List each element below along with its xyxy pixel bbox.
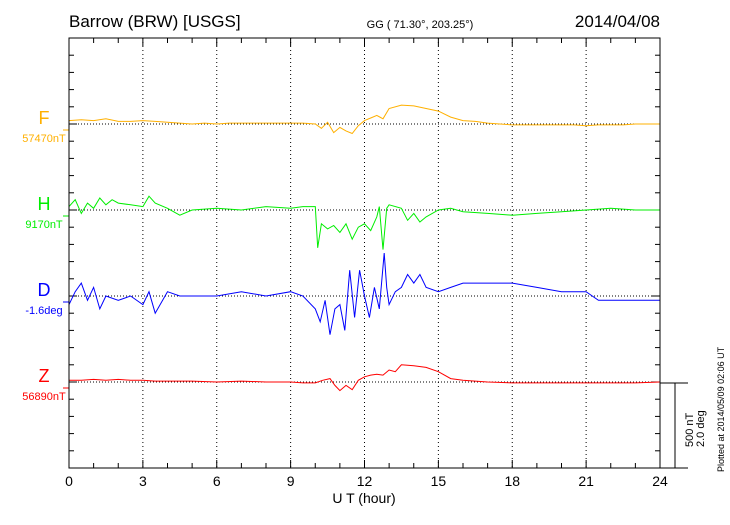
trace-labels: F 57470nT H 9170nT D -1.6deg Z 56890nT — [22, 108, 69, 403]
date-label: 2014/04/08 — [575, 12, 660, 31]
x-tick-label: 9 — [287, 473, 295, 489]
grid — [68, 38, 661, 468]
trace-z — [69, 364, 661, 392]
baseline-value-z: 56890nT — [22, 391, 66, 403]
trace-h — [68, 195, 660, 250]
component-label-z: Z — [39, 366, 50, 386]
traces — [68, 104, 661, 392]
x-tick-label: 15 — [431, 473, 447, 489]
x-tick-label: 3 — [139, 473, 147, 489]
x-tick-label: 12 — [357, 473, 373, 489]
coordinates-label: GG ( 71.30°, 203.25°) — [367, 19, 474, 31]
x-tick-labels: 0 3 6 9 12 15 18 21 24 — [65, 473, 668, 489]
x-tick-label: 6 — [213, 473, 221, 489]
x-tick-label: 18 — [504, 473, 520, 489]
component-label-f: F — [39, 108, 50, 128]
baseline-value-f: 57470nT — [22, 133, 66, 145]
component-label-h: H — [38, 194, 51, 214]
x-tick-label: 0 — [65, 473, 73, 489]
component-label-d: D — [38, 280, 51, 300]
plot-frame — [68, 37, 661, 469]
baseline-value-h: 9170nT — [25, 219, 63, 231]
baseline-value-d: -1.6deg — [25, 305, 62, 317]
x-axis-label: U T (hour) — [332, 490, 395, 506]
x-tick-label: 24 — [652, 473, 668, 489]
scale-deg-label: 2.0 deg — [695, 410, 707, 447]
scale-nt-label: 500 nT — [684, 412, 696, 447]
trace-d — [68, 252, 660, 335]
station-title: Barrow (BRW) [USGS] — [69, 12, 241, 31]
trace-f — [68, 104, 660, 135]
x-tick-label: 21 — [578, 473, 594, 489]
plotted-timestamp: Plotted at 2014/05/09 02:06 UT — [716, 346, 726, 472]
